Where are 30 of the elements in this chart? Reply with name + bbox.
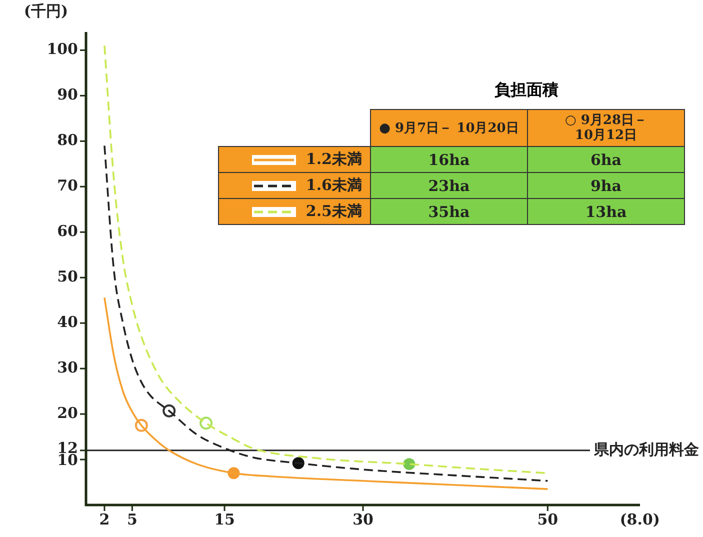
annotation: 6ha (528, 146, 684, 172)
y-axis-title: (千円) (24, 2, 68, 20)
annotation: 13ha (528, 198, 684, 224)
x-tick-label: 2 (99, 510, 110, 528)
x-axis-title: (8.0) (620, 510, 660, 528)
y-tick-label: 70 (57, 176, 78, 195)
legend-label: 1.2未満 (306, 150, 362, 168)
text: ● 9月7日－ 10月20日 (379, 120, 519, 136)
y-tick-label: 60 (57, 222, 78, 240)
annotation: 35ha (370, 198, 528, 224)
ref-line-label: 県内の利用料金 (593, 440, 699, 458)
legend-label: 1.6未満 (306, 176, 362, 194)
annotation: 23ha (370, 172, 528, 198)
line-series (104, 296, 549, 490)
y-tick-label: 50 (57, 267, 78, 286)
x-tick-label: 15 (214, 510, 235, 528)
legend-title: 負担面積 (494, 80, 560, 101)
x-tick-label: 50 (537, 510, 558, 528)
y-tick-label: 80 (57, 131, 78, 150)
text: ○ 9月28日－ 10月12日 (564, 113, 647, 143)
annotation: 9ha (528, 172, 684, 198)
y-tick-label: 20 (57, 404, 78, 422)
y-tick-label: 100 (46, 40, 78, 58)
x-tick-label: 5 (126, 510, 138, 528)
y-tick-label: 30 (57, 358, 78, 376)
x-tick-label: 30 (352, 510, 374, 528)
y-tick-label: 90 (57, 86, 78, 104)
annotation: 16ha (370, 146, 528, 172)
legend-label: 2.5未満 (306, 202, 362, 220)
y-tick-label: 40 (57, 312, 78, 331)
